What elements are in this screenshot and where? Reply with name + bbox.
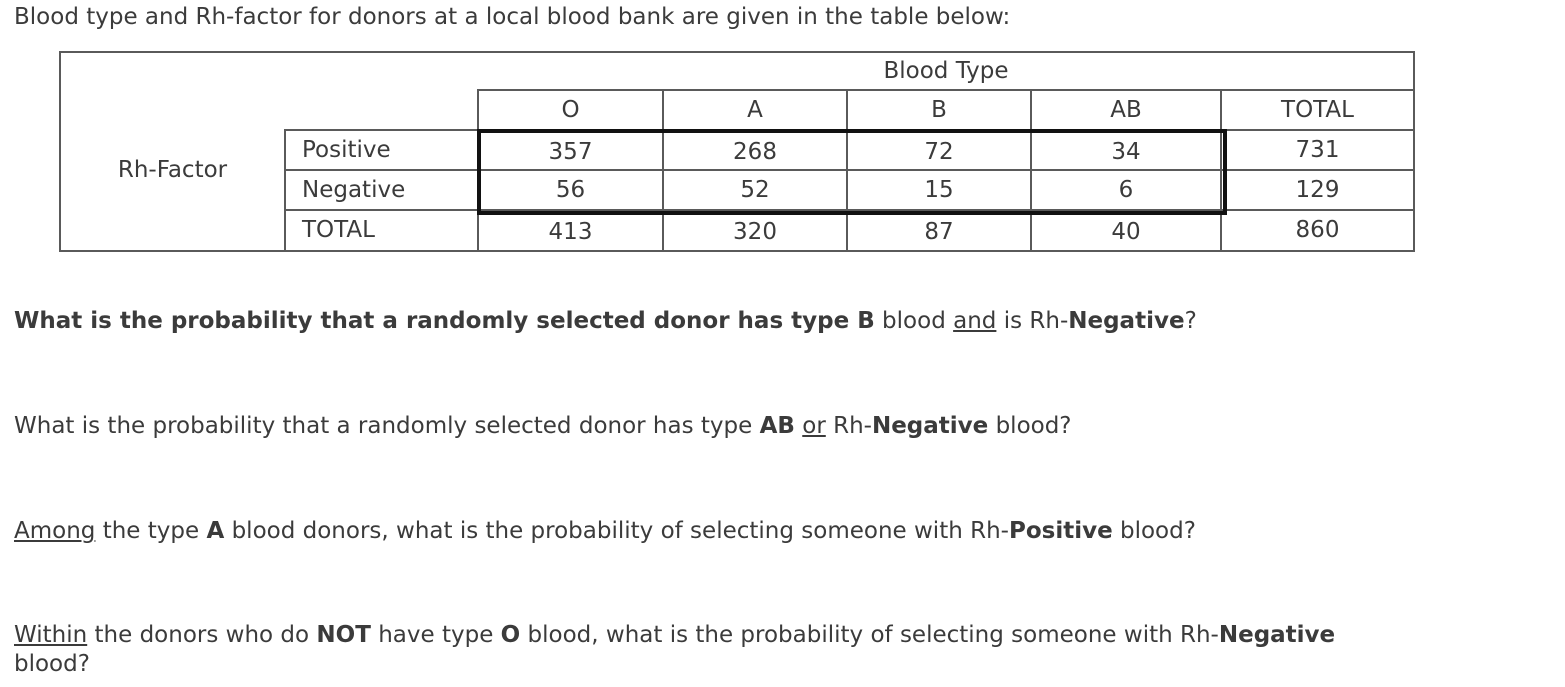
grid-line [284,169,1413,171]
table-cell: 129 [1295,177,1340,203]
table-cell: 357 [548,139,593,165]
q2-text: Rh- [825,413,872,439]
table-cell: 52 [740,177,770,203]
grid-line [284,209,1413,211]
grid-line [846,89,848,250]
q1-text: is Rh- [996,308,1069,334]
column-header: A [747,97,763,123]
q3-text: blood? [1112,518,1196,544]
q1-underlined-text: and [953,308,997,334]
grid-line [662,89,664,250]
q4-underlined-text: Within [14,622,88,648]
grid-line [1030,89,1032,250]
question-4-continuation: blood? [14,651,90,677]
table-cell: 87 [924,219,954,245]
column-header: TOTAL [1281,97,1354,123]
row-label: Positive [302,137,391,163]
q3-text: blood donors, what is the probability of… [224,518,1009,544]
q1-bold-text: Negative [1068,308,1185,334]
table-cell: 34 [1111,139,1141,165]
grid-line [477,89,1413,91]
q1-bold-text: What is the probability that a randomly … [14,308,875,334]
table-cell: 40 [1111,219,1141,245]
blood-type-header: Blood Type [883,58,1009,84]
table-cell: 72 [924,139,954,165]
question-2: What is the probability that a randomly … [14,412,1072,441]
question-4: Within the donors who do NOT have type O… [14,621,1335,650]
q4-bold-text: NOT [316,622,371,648]
q2-bold-text: AB [759,413,795,439]
q1-text: blood [874,308,954,334]
question-1: What is the probability that a randomly … [14,307,1197,336]
column-header: B [931,97,947,123]
table-cell: 56 [555,177,586,203]
table-cell: 6 [1118,177,1134,203]
grid-line [284,129,286,250]
q4-bold-text: O [500,622,521,648]
column-header: O [561,97,580,123]
table-cell: 731 [1295,137,1340,163]
q2-underlined-text: or [802,413,826,439]
q1-text: ? [1184,308,1197,334]
q3-bold-text: A [206,518,225,544]
grid-line [1220,89,1222,250]
intro-text: Blood type and Rh-factor for donors at a… [14,4,1011,30]
joint-frequency-box [477,129,1227,215]
table-cell: 413 [548,219,593,245]
q2-text: What is the probability that a randomly … [14,413,760,439]
table-cell: 320 [733,219,777,245]
row-label: TOTAL [302,217,375,243]
column-header: AB [1110,97,1142,123]
table-cell: 268 [733,139,777,165]
q4-text: the donors who do [87,622,317,648]
contingency-table: Blood Type Rh-Factor O A B AB TOTAL Posi… [59,51,1415,252]
q2-bold-text: Negative [871,413,989,439]
table-cell: 15 [924,177,954,203]
q4-text: blood, what is the probability of select… [520,622,1219,648]
rh-factor-header: Rh-Factor [117,157,228,183]
question-3: Among the type A blood donors, what is t… [14,517,1196,546]
q2-text: blood? [988,413,1072,439]
q4-bold-text: Negative [1218,622,1336,648]
q4-text: have type [370,622,501,648]
row-label: Negative [302,177,406,203]
q3-bold-text: Positive [1008,518,1113,544]
table-cell: 860 [1295,217,1340,243]
q3-text: the type [95,518,207,544]
table-frame [59,51,1415,252]
q3-underlined-text: Among [14,518,96,544]
